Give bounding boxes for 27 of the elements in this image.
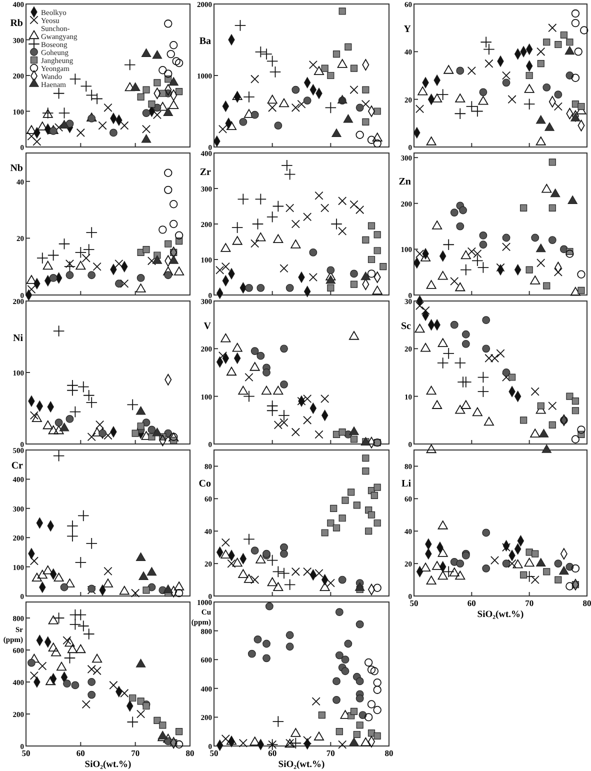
y-axis-title: Y bbox=[404, 24, 412, 35]
y-axis-title: Co bbox=[198, 478, 211, 490]
x-tick-label: 70 bbox=[131, 748, 140, 758]
x-tick-label: 70 bbox=[326, 748, 335, 758]
y-axis-title: Ni bbox=[13, 332, 24, 344]
x-tick-label: 50 bbox=[22, 748, 30, 758]
x-tick-label: 80 bbox=[582, 598, 591, 608]
y-axis-title: Zr bbox=[200, 166, 212, 178]
x-tick-label: 50 bbox=[410, 598, 418, 608]
x-tick-label: 60 bbox=[76, 748, 85, 758]
x-axis-title: SiO₂(wt.%) bbox=[84, 760, 132, 770]
y-axis-title: Zn bbox=[398, 176, 412, 188]
x-tick-label: 70 bbox=[525, 598, 534, 608]
x-tick-label: 50 bbox=[210, 748, 218, 758]
x-axis-title: SiO₂(wt.%) bbox=[278, 760, 325, 770]
x-tick-label: 80 bbox=[186, 748, 194, 758]
x-tick-label: 60 bbox=[268, 748, 277, 758]
x-axis-title: SiO₂(wt.%) bbox=[477, 610, 524, 620]
y-axis-title: Rb bbox=[10, 18, 24, 29]
y-axis-title: Sc bbox=[401, 320, 412, 332]
y-axis-title: V bbox=[204, 320, 212, 332]
x-tick-label: 80 bbox=[384, 748, 394, 758]
x-tick-label: 60 bbox=[467, 598, 476, 608]
y-axis-title: Ba bbox=[199, 36, 211, 47]
y-axis-title: Li bbox=[402, 478, 412, 490]
y-axis-title: Nb bbox=[10, 163, 24, 174]
y-axis-title: Cr bbox=[11, 460, 24, 472]
